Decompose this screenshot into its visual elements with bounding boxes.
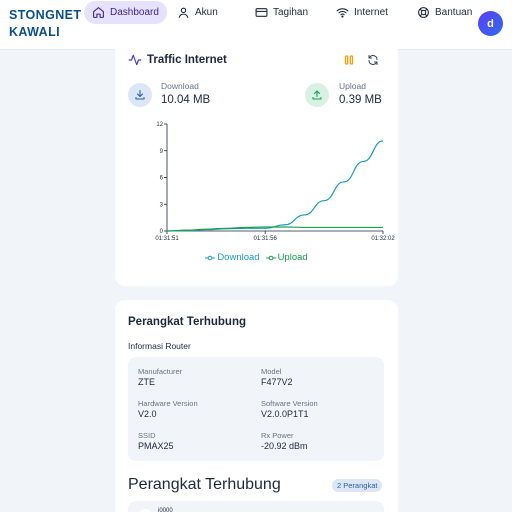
upload-icon — [312, 90, 322, 100]
y-tick-label: 12 — [156, 122, 163, 128]
upload-value: 0.39 MB — [339, 94, 382, 106]
lifebuoy-icon — [418, 6, 429, 18]
devices-card: Perangkat Terhubung Informasi Router Man… — [115, 300, 398, 512]
router-value-rx-power: -20.92 dBm — [261, 441, 308, 451]
y-tick-label: 0 — [160, 229, 164, 235]
legend-line-upload-icon — [265, 255, 276, 260]
download-value: 10.04 MB — [161, 94, 211, 106]
traffic-card: Traffic Internet Download 10.04 MB Uploa… — [115, 40, 398, 286]
device-avatar — [138, 509, 152, 512]
x-tick-label: 01:31:56 — [254, 236, 278, 242]
nav-item-label: Dashboard — [110, 6, 159, 18]
nav-item-akun[interactable]: Akun — [169, 1, 226, 24]
credit-card-icon — [255, 7, 268, 17]
activity-icon — [128, 54, 142, 66]
x-tick-label: 01:31:51 — [155, 236, 179, 242]
router-info-label: Informasi Router — [128, 341, 191, 351]
router-info-panel: Manufacturer ZTE Model F477V2 Hardware V… — [128, 357, 384, 461]
legend-line-download-icon — [205, 255, 216, 260]
router-value-hardware: V2.0 — [138, 409, 157, 419]
router-value-ssid: PMAX25 — [138, 441, 174, 451]
router-value-model: F477V2 — [261, 377, 293, 387]
download-stat-icon — [128, 83, 152, 107]
nav-item-label: Internet — [354, 6, 388, 18]
legend-download[interactable]: Download — [205, 252, 260, 263]
upload-stat-icon — [305, 83, 329, 107]
connected-devices-heading: Perangkat Terhubung — [128, 476, 281, 493]
user-icon — [178, 7, 189, 18]
y-tick-label: 3 — [160, 202, 164, 208]
nav-item-label: Bantuan — [435, 6, 473, 18]
legend-upload-label: Upload — [277, 252, 308, 263]
legend-upload[interactable]: Upload — [265, 252, 308, 263]
nav-item-label: Tagihan — [273, 6, 309, 18]
router-key-model: Model — [261, 367, 282, 376]
router-key-rx-power: Rx Power — [261, 431, 294, 440]
wifi-icon — [336, 7, 349, 18]
brand-logo[interactable]: STONGNET KAWALI — [9, 7, 81, 41]
home-icon — [93, 6, 104, 18]
y-tick-label: 6 — [160, 176, 164, 182]
nav-item-label: Akun — [195, 6, 218, 18]
device-name: i0000 — [158, 508, 173, 512]
nav-item-tagihan[interactable]: Tagihan — [247, 1, 316, 24]
list-item[interactable]: i0000 — [128, 501, 384, 512]
pause-icon[interactable] — [343, 54, 355, 66]
nav-item-dashboard[interactable]: Dashboard — [84, 0, 167, 24]
download-icon — [135, 89, 145, 100]
router-key-ssid: SSID — [138, 431, 156, 440]
router-key-hardware: Hardware Version — [138, 399, 198, 408]
traffic-title: Traffic Internet — [128, 53, 227, 67]
user-avatar[interactable]: d — [478, 11, 503, 36]
router-value-software: V2.0.0P1T1 — [261, 409, 309, 419]
router-key-manufacturer: Manufacturer — [138, 367, 183, 376]
download-label: Download — [161, 81, 199, 91]
brand-line-1: STONGNET — [9, 8, 82, 22]
series-line-upload — [166, 226, 383, 232]
router-key-software: Software Version — [261, 399, 318, 408]
brand-line-2: KAWALI — [9, 25, 61, 39]
chart-legend: Download Upload — [115, 252, 398, 263]
y-tick-label: 9 — [160, 149, 164, 155]
legend-download-label: Download — [217, 252, 260, 263]
nav-item-bantuan[interactable]: Bantuan — [409, 1, 480, 24]
x-tick-label: 01:32:02 — [371, 236, 395, 242]
series-line-download — [166, 140, 384, 232]
devices-title: Perangkat Terhubung — [128, 316, 246, 328]
refresh-icon[interactable] — [367, 54, 379, 66]
upload-label: Upload — [339, 81, 366, 91]
traffic-chart: 0 3 6 9 12 01:31:51 01:31:56 01:32:02 — [155, 122, 395, 242]
traffic-title-text: Traffic Internet — [147, 54, 227, 66]
device-count-badge: 2 Perangkat — [332, 479, 383, 492]
router-value-manufacturer: ZTE — [138, 377, 155, 387]
nav-item-internet[interactable]: Internet — [328, 1, 396, 24]
